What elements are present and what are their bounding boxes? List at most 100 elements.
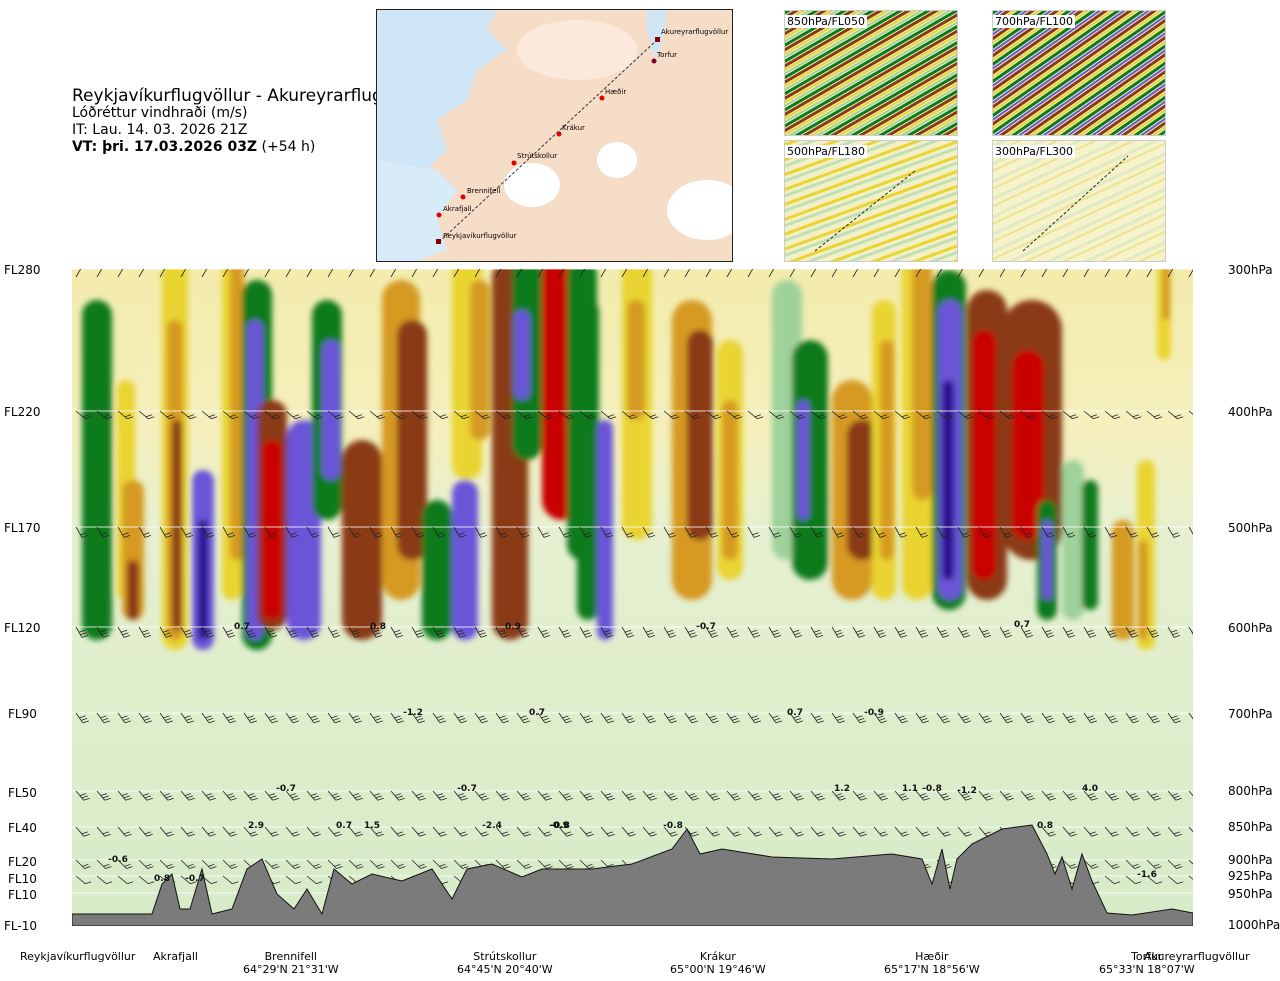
thumbnail-500hpa[interactable]: 500hPa/FL180 bbox=[784, 140, 958, 262]
wind-barb bbox=[390, 712, 405, 724]
wind-barb bbox=[1125, 526, 1139, 538]
thumbnail-300hpa[interactable]: 300hPa/FL300 bbox=[992, 140, 1166, 262]
route-map-svg bbox=[377, 10, 732, 261]
wind-barb bbox=[1104, 626, 1118, 638]
wind-barb bbox=[495, 269, 502, 278]
right-level-850: 850hPa bbox=[1228, 820, 1273, 834]
contour-value-label: 4.0 bbox=[1082, 784, 1098, 794]
thumbnail-300hpa-label: 300hPa/FL300 bbox=[993, 145, 1076, 158]
wind-barb bbox=[558, 410, 575, 420]
wind-barb bbox=[663, 826, 678, 837]
wind-barb bbox=[285, 410, 302, 420]
wind-barb bbox=[243, 712, 258, 724]
wind-barb bbox=[1020, 626, 1034, 638]
wind-barb bbox=[474, 790, 489, 801]
wind-barb bbox=[222, 826, 237, 837]
waypoint-torfur: Torfur 65°33'N 18°07'W bbox=[1099, 950, 1195, 976]
wind-barb bbox=[579, 410, 596, 420]
map-label-krakur: Krákur bbox=[562, 124, 585, 132]
wind-barb bbox=[138, 269, 145, 278]
wind-barb bbox=[537, 626, 551, 638]
vv-band-23 bbox=[422, 500, 452, 640]
wind-barb bbox=[96, 826, 111, 837]
wind-barb bbox=[306, 859, 322, 869]
contour-value-label: 0.7 bbox=[336, 821, 352, 831]
wind-barb bbox=[1188, 410, 1193, 415]
wind-barb bbox=[495, 626, 509, 638]
wind-barb bbox=[999, 712, 1014, 724]
wind-barb bbox=[516, 826, 531, 837]
wind-barb bbox=[600, 790, 615, 801]
wind-barb bbox=[831, 826, 846, 837]
wind-barb bbox=[1125, 875, 1142, 885]
vv-band-53 bbox=[942, 380, 954, 580]
wind-barb bbox=[831, 526, 845, 538]
right-level-600: 600hPa bbox=[1228, 621, 1273, 635]
waypoint-haedir-name: Hæðir bbox=[915, 950, 949, 963]
wind-barb bbox=[96, 410, 113, 420]
wind-barb bbox=[873, 526, 887, 538]
wind-barb bbox=[621, 526, 635, 538]
wind-barb bbox=[117, 626, 131, 638]
wind-barb bbox=[117, 410, 134, 420]
wind-barb bbox=[1146, 712, 1161, 724]
contour-value-label: -0.8 bbox=[922, 784, 942, 794]
wind-barb bbox=[306, 410, 323, 420]
wind-barb bbox=[978, 712, 993, 724]
wind-barb bbox=[726, 790, 741, 801]
wind-barb bbox=[1041, 712, 1056, 724]
wind-barb bbox=[201, 859, 217, 869]
wind-barb bbox=[747, 269, 754, 278]
wind-barb bbox=[1146, 826, 1161, 837]
wind-barb bbox=[558, 712, 573, 724]
wind-barb bbox=[894, 410, 911, 420]
wind-barb bbox=[411, 859, 427, 869]
wind-barb bbox=[180, 526, 194, 538]
vv-band-6 bbox=[172, 420, 182, 630]
wind-barb bbox=[243, 526, 257, 538]
wind-barb bbox=[999, 526, 1013, 538]
wind-barb bbox=[873, 626, 887, 638]
wind-barb bbox=[1020, 269, 1027, 278]
wind-barb bbox=[768, 410, 785, 420]
title-block: Reykjavíkurflugvöllur - Akureyrarflugvöl… bbox=[72, 88, 431, 156]
waypoint-haedir: Hæðir 65°17'N 18°56'W bbox=[884, 950, 980, 976]
map-label-akureyri: Akureyrarflugvöllur bbox=[661, 28, 729, 36]
wind-barb bbox=[894, 790, 909, 801]
wind-barb bbox=[600, 269, 607, 278]
wind-barb bbox=[390, 269, 397, 278]
wind-barb bbox=[432, 269, 439, 278]
vv-band-41 bbox=[722, 400, 738, 560]
wind-barb bbox=[915, 269, 922, 278]
wind-barb bbox=[558, 269, 565, 278]
wind-barb bbox=[684, 410, 701, 420]
vv-band-37 bbox=[627, 300, 645, 420]
wind-barb bbox=[726, 626, 740, 638]
wind-barb bbox=[369, 712, 384, 724]
wind-barb bbox=[810, 410, 827, 420]
wind-barb bbox=[411, 790, 426, 801]
wind-barb bbox=[348, 790, 363, 801]
wind-barb bbox=[537, 712, 552, 724]
wind-barb bbox=[1020, 712, 1035, 724]
wind-barb bbox=[264, 269, 271, 278]
wind-barb bbox=[1020, 410, 1037, 420]
right-level-900: 900hPa bbox=[1228, 853, 1273, 867]
thumbnail-700hpa[interactable]: 700hPa/FL100 bbox=[992, 10, 1166, 136]
waypoint-brennifell-name: Brennifell bbox=[264, 950, 317, 963]
thumbnail-850hpa[interactable]: 850hPa/FL050 bbox=[784, 10, 958, 136]
wind-barb bbox=[558, 790, 573, 801]
wind-barb bbox=[1167, 269, 1174, 278]
waypoint-torfur-name: Torfur bbox=[1131, 950, 1163, 963]
wind-barb bbox=[915, 626, 929, 638]
wind-barb bbox=[306, 269, 313, 278]
wind-barb bbox=[684, 269, 691, 278]
wind-barb bbox=[642, 269, 649, 278]
wind-barb bbox=[495, 410, 512, 420]
wind-barb bbox=[1062, 410, 1079, 420]
wind-barb bbox=[180, 790, 195, 801]
wind-barb bbox=[117, 875, 134, 885]
wind-barb bbox=[201, 712, 216, 724]
wind-barb bbox=[1041, 626, 1055, 638]
wind-barb bbox=[768, 790, 783, 801]
